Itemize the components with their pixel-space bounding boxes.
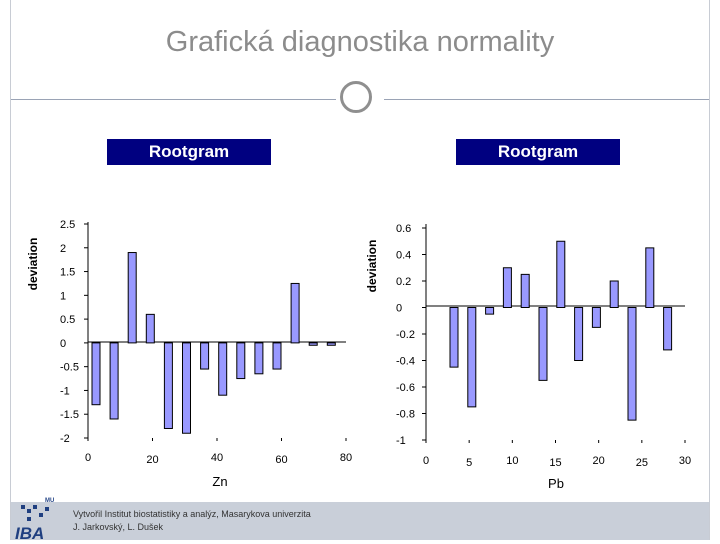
bar [218,342,228,396]
pb-rootgram-chart: 0.6 0.4 0.2 0 -0.2 -0.4 -0.6 -0.8 -1 0 5 10 15 20 25 3… [365,223,691,491]
bar [591,307,601,328]
bar [182,342,191,434]
bars [449,240,673,421]
logo-mu-text: MU [45,498,55,504]
y-tick-label: -0.8 [396,409,415,421]
bar [645,247,655,308]
bar [163,342,173,429]
x-tick-label: 60 [275,454,287,466]
bar [326,342,336,346]
bar [556,240,566,308]
y-tick-label: -0.5 [60,362,79,374]
footer-line-1: Vytvořil Institut biostatistiky a analýz… [73,509,311,519]
bar [109,342,119,420]
footer-credits: Vytvořil Institut biostatistiky a analýz… [73,508,311,534]
x-tick-label: 40 [211,452,223,464]
y-tick-label: -0.6 [396,382,415,394]
y-tick-label: -1.5 [60,409,79,421]
y-tick-labels: 2.5 2 1.5 1 0.5 0 -0.5 -1 -1.5 -2 [60,219,88,445]
x-tick-labels: 0 5 10 15 20 25 30 [423,440,691,469]
y-tick-label: 0.2 [396,276,411,288]
y-tick-label: 0.5 [60,314,75,326]
y-tick-label: 1 [60,290,66,302]
bar [254,342,264,375]
x-tick-label: 20 [593,455,605,467]
footer-line-2: J. Jarkovský, L. Dušek [73,522,164,532]
x-axis-title: Zn [212,474,227,489]
slide-frame [10,0,710,540]
title-rule-right [384,99,709,100]
y-tick-label: -2 [60,433,70,445]
bar [308,342,318,346]
zn-rootgram-chart: 2.5 2 1.5 1 0.5 0 -0.5 -1 -1.5 -2 0 20 40 60 80 Zn de… [26,219,352,489]
y-tick-label: 1.5 [60,267,75,279]
footer-bar [11,502,709,540]
y-tick-label: 2 [60,243,66,255]
bar [91,342,101,406]
y-tick-label: -0.4 [396,356,415,368]
bar [145,313,155,344]
ring-ornament-icon [340,81,372,113]
x-tick-label: 30 [679,455,691,467]
x-axis-title: Pb [548,476,564,491]
left-chart-header: Rootgram [107,139,271,165]
y-tick-label: -1 [60,385,70,397]
bar [290,282,300,344]
x-tick-label: 20 [146,454,158,466]
right-chart-header: Rootgram [456,139,620,165]
bars [91,252,336,434]
x-tick-label: 15 [549,457,561,469]
y-axis-title: deviation [365,240,379,293]
y-tick-label: -1 [396,435,406,447]
x-tick-label: 25 [636,457,648,469]
bar [574,307,584,361]
bar [627,307,637,421]
bar [236,342,246,380]
x-tick-label: 80 [340,452,352,464]
bar [449,307,459,368]
bar [272,342,282,370]
y-tick-label: 0 [396,303,402,315]
x-tick-labels: 0 20 40 60 80 [85,438,352,466]
bar [609,280,619,308]
logo-text: IBA [15,524,45,543]
iba-logo-icon [15,503,59,523]
x-tick-label: 0 [423,455,429,467]
y-tick-label: 2.5 [60,219,75,231]
bar [485,307,495,315]
y-axis-title: deviation [26,238,40,291]
y-tick-label: 0.6 [396,223,411,235]
y-tick-label: 0.4 [396,250,411,262]
x-tick-label: 5 [466,457,472,469]
x-tick-label: 0 [85,452,91,464]
bar [127,252,137,344]
bar [502,267,512,308]
bar [200,342,210,370]
y-tick-label: 0 [60,338,66,350]
title-rule-left [11,99,336,100]
slide-title: Grafická diagnostika normality [165,26,555,58]
x-tick-label: 10 [506,455,518,467]
bar [663,307,673,351]
bar [520,273,530,308]
bar [467,307,477,408]
y-tick-label: -0.2 [396,329,415,341]
bar [538,307,548,381]
y-tick-labels: 0.6 0.4 0.2 0 -0.2 -0.4 -0.6 -0.8 -1 [396,223,426,447]
